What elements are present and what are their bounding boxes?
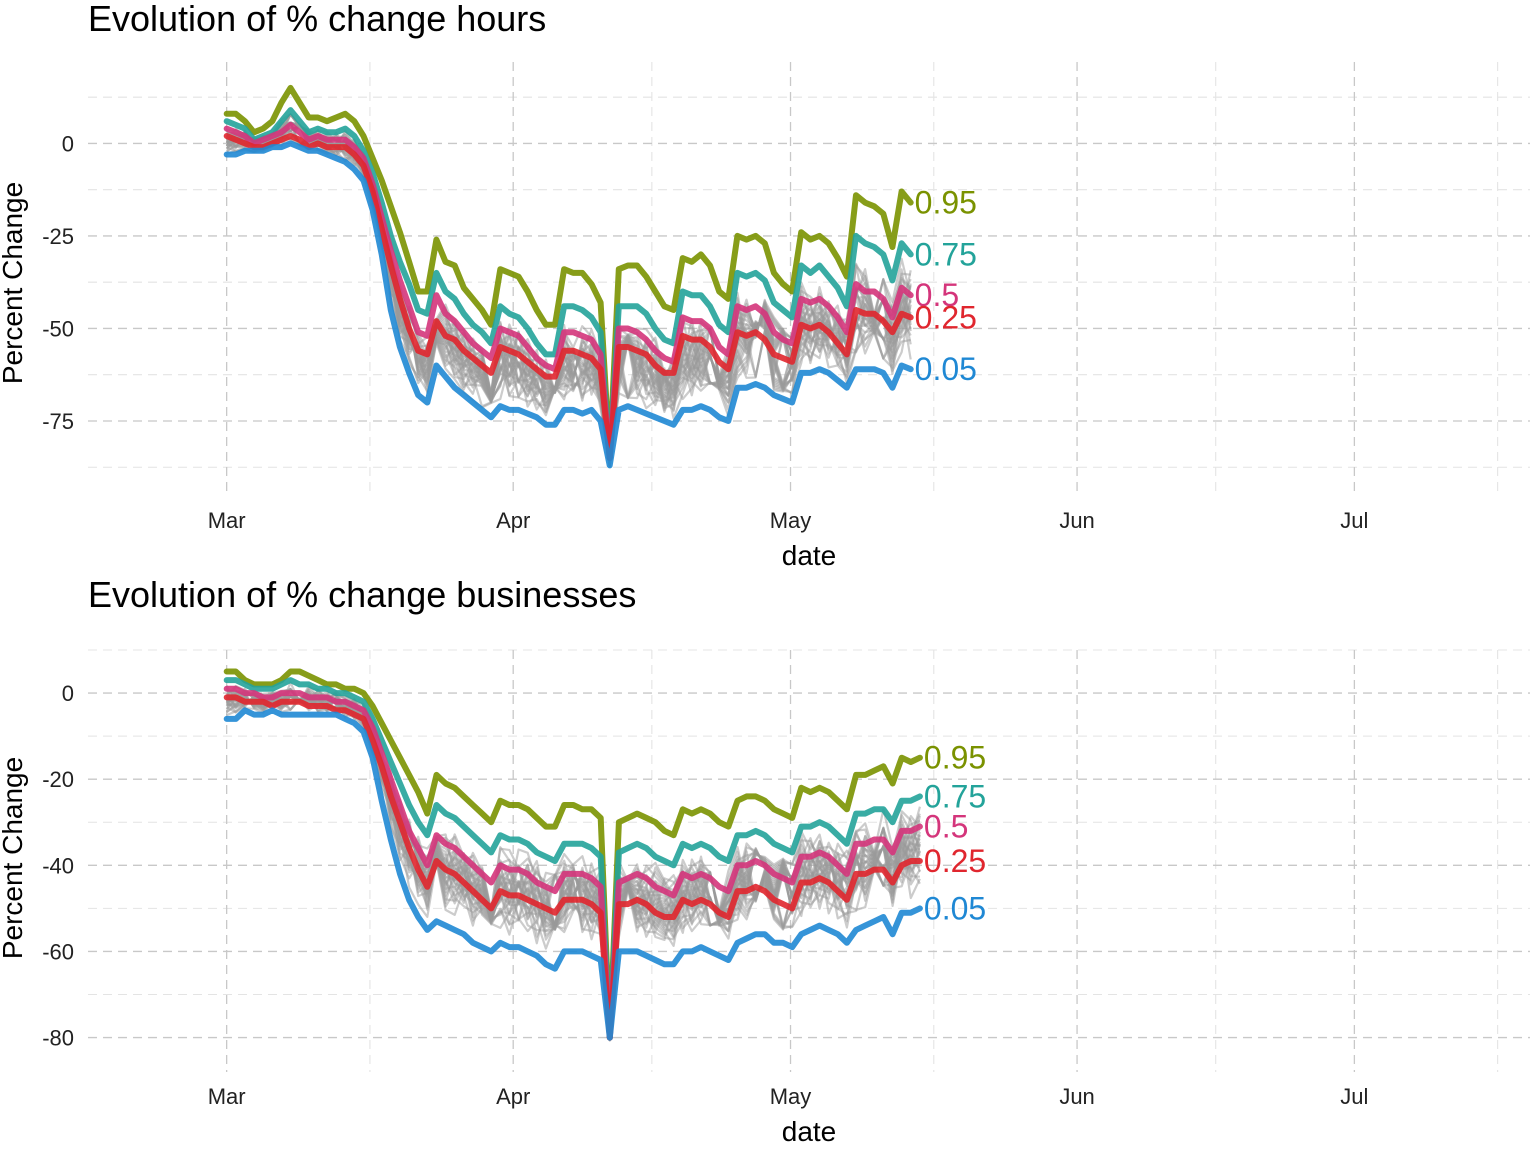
x-tick-label: May (770, 508, 812, 533)
x-axis-ticks: Mar Apr May Jun Jul (208, 1084, 1369, 1109)
background-series-line (225, 685, 921, 1038)
quantile-line (223, 694, 923, 1041)
y-axis-ticks: 0 -20 -40 -60 -80 (42, 681, 74, 1050)
x-tick-label: Jun (1059, 1084, 1094, 1109)
quantile-label: 0.95 (924, 740, 986, 776)
quantile-line (223, 121, 914, 461)
quantile-line (223, 107, 914, 461)
x-tick-label: May (770, 1084, 812, 1109)
quantile-label: 0.5 (915, 277, 959, 313)
y-tick-label: -80 (42, 1026, 74, 1051)
background-series-line (225, 113, 912, 468)
chart-businesses: Evolution of % change businesses 0.950.7… (0, 574, 1530, 1147)
quantile-labels: 0.95 0.75 0.50.25 0.05 (915, 185, 977, 388)
quantile-label: 0.05 (924, 890, 986, 926)
quantile-label: 0.95 (915, 185, 977, 221)
y-tick-label: 0 (62, 681, 74, 706)
x-tick-label: Apr (496, 1084, 530, 1109)
y-tick-label: 0 (62, 131, 74, 156)
quantile-series (223, 668, 923, 1041)
quantile-label: 0.25 (924, 843, 986, 879)
quantile-label: 0.75 (915, 236, 977, 272)
y-axis-label: Percent Change (0, 182, 28, 384)
x-tick-label: Mar (208, 508, 246, 533)
x-tick-label: Jun (1059, 508, 1094, 533)
y-tick-label: -40 (42, 853, 74, 878)
quantile-label: 0.75 (924, 778, 986, 814)
quantile-line (223, 685, 923, 1041)
quantile-label: 0.5 (924, 809, 968, 845)
quantile-label: 0.05 (915, 351, 977, 387)
chart-hours: Evolution of % change hours 0.950.750.50… (0, 0, 1530, 571)
y-tick-label: -20 (42, 767, 74, 792)
quantile-labels: 0.950.750.50.25 0.05 (924, 740, 986, 927)
x-tick-label: Apr (496, 508, 530, 533)
y-tick-label: -75 (42, 409, 74, 434)
y-tick-label: -60 (42, 939, 74, 964)
gridlines (88, 62, 1530, 495)
background-series-line (225, 684, 921, 1041)
x-axis-ticks: Mar Apr May Jun Jul (208, 508, 1369, 533)
quantile-line (223, 707, 923, 1041)
quantile-line (223, 677, 923, 1041)
chart-title: Evolution of % change businesses (88, 574, 636, 615)
quantile-line (223, 133, 914, 461)
y-axis-ticks: 0 -25 -50 -75 (42, 131, 74, 434)
chart-title: Evolution of % change hours (88, 0, 546, 39)
y-axis-label: Percent Change (0, 757, 28, 959)
quantile-line (223, 84, 914, 461)
quantile-line (223, 140, 914, 469)
x-tick-label: Mar (208, 1084, 246, 1109)
y-tick-label: -50 (42, 316, 74, 341)
background-series (225, 113, 912, 469)
x-tick-label: Jul (1340, 508, 1368, 533)
quantile-label: 0.25 (915, 299, 977, 335)
x-tick-label: Jul (1340, 1084, 1368, 1109)
x-axis-label: date (782, 1116, 837, 1147)
x-axis-label: date (782, 540, 837, 571)
y-tick-label: -25 (42, 224, 74, 249)
quantile-line (223, 668, 923, 1041)
background-series-line (226, 121, 912, 466)
quantile-series (223, 84, 914, 469)
